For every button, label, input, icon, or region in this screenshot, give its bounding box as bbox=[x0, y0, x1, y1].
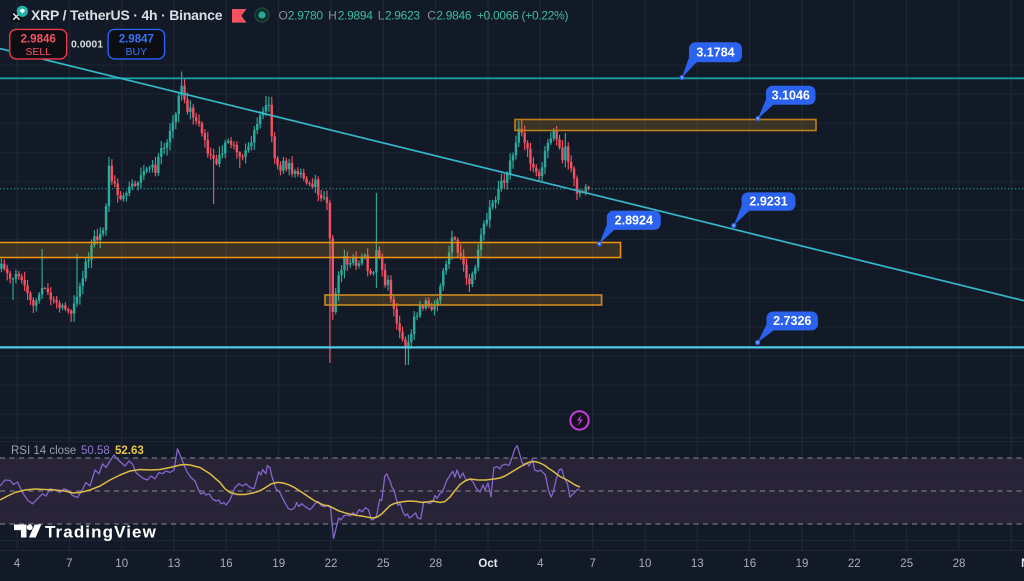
svg-text:3.1046: 3.1046 bbox=[772, 88, 810, 102]
svg-text:13: 13 bbox=[691, 558, 704, 570]
svg-text:16: 16 bbox=[220, 558, 233, 570]
svg-text:50.58: 50.58 bbox=[81, 445, 110, 457]
svg-text:28: 28 bbox=[953, 558, 966, 570]
svg-text:7: 7 bbox=[589, 558, 595, 570]
svg-text:2.9231: 2.9231 bbox=[749, 195, 787, 209]
svg-text:19: 19 bbox=[272, 558, 285, 570]
svg-text:XRP / TetherUS · 4h · Binance: XRP / TetherUS · 4h · Binance bbox=[31, 7, 223, 23]
svg-text:7: 7 bbox=[66, 558, 72, 570]
svg-text:SELL: SELL bbox=[25, 46, 51, 58]
svg-text:4: 4 bbox=[14, 558, 21, 570]
svg-text:13: 13 bbox=[168, 558, 181, 570]
svg-text:19: 19 bbox=[796, 558, 809, 570]
svg-text:3.1784: 3.1784 bbox=[696, 45, 734, 59]
svg-text:2.9846: 2.9846 bbox=[21, 34, 56, 46]
svg-text:Nov: Nov bbox=[1021, 558, 1024, 570]
svg-text:BUY: BUY bbox=[126, 46, 148, 58]
svg-text:RSI 14 close: RSI 14 close bbox=[11, 445, 76, 457]
svg-text:22: 22 bbox=[848, 558, 861, 570]
svg-text:2.8924: 2.8924 bbox=[615, 213, 653, 227]
svg-text:22: 22 bbox=[325, 558, 338, 570]
svg-text:25: 25 bbox=[900, 558, 913, 570]
svg-text:TradingView: TradingView bbox=[45, 523, 157, 542]
svg-text:10: 10 bbox=[115, 558, 128, 570]
svg-text:52.63: 52.63 bbox=[115, 445, 144, 457]
svg-text:10: 10 bbox=[639, 558, 652, 570]
svg-text:Oct: Oct bbox=[478, 558, 497, 570]
svg-text:0.0001: 0.0001 bbox=[71, 39, 103, 51]
svg-text:16: 16 bbox=[743, 558, 756, 570]
svg-text:28: 28 bbox=[429, 558, 442, 570]
svg-text:4: 4 bbox=[537, 558, 544, 570]
svg-text:2.9847: 2.9847 bbox=[119, 34, 154, 46]
svg-text:2.7326: 2.7326 bbox=[773, 314, 811, 328]
svg-text:25: 25 bbox=[377, 558, 390, 570]
